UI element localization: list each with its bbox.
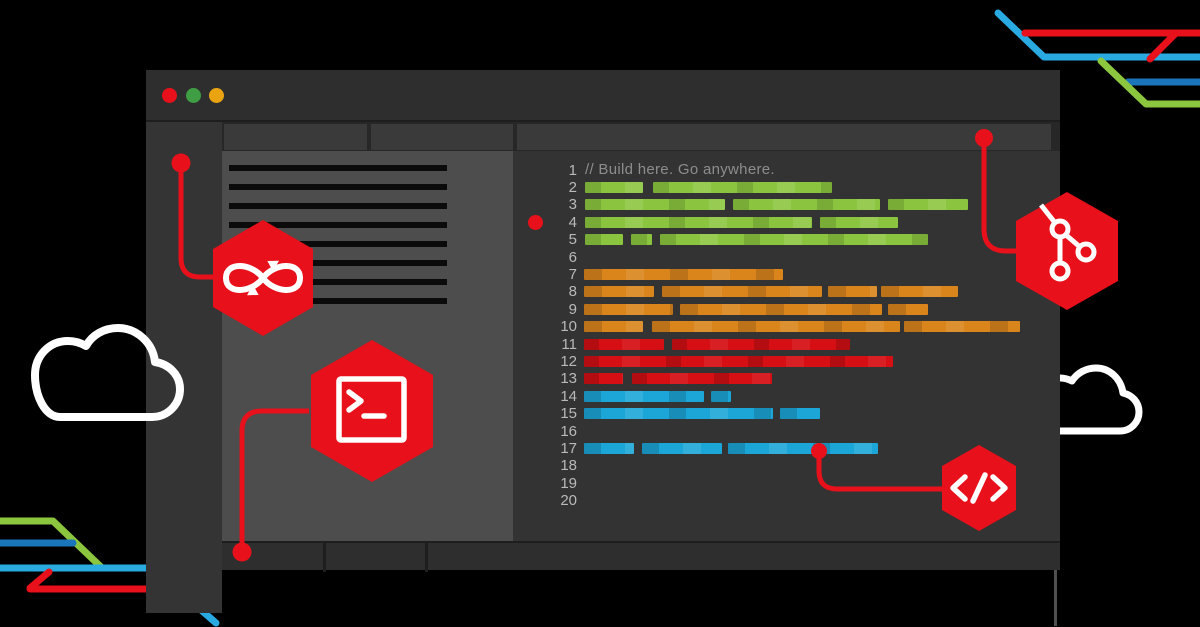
text-placeholder-bar (229, 203, 447, 209)
line-number: 2 (568, 178, 577, 196)
activity-sidebar (146, 122, 222, 613)
code-bar-blue (584, 442, 634, 454)
line-number: 20 (560, 492, 577, 510)
line-number: 6 (568, 248, 577, 266)
title-bar (146, 70, 1060, 122)
code-bar-green (653, 181, 832, 193)
code-bar-blue (584, 408, 773, 420)
code-bar-blue (728, 442, 878, 454)
text-placeholder-bar (229, 222, 447, 228)
line-number: 1 (568, 161, 577, 179)
code-bar-orange (888, 303, 928, 315)
line-number: 14 (560, 387, 577, 405)
code-bar-orange (662, 286, 822, 298)
line-number: 18 (560, 457, 577, 475)
code-bar-green (585, 181, 643, 193)
code-bar-orange (584, 268, 783, 280)
line-number: 16 (560, 422, 577, 440)
line-number: 11 (561, 335, 577, 353)
code-bar-orange (584, 303, 673, 315)
code-bar-orange (680, 303, 882, 315)
code-bar-blue (711, 390, 731, 402)
line-number: 17 (560, 439, 577, 457)
line-number: 10 (560, 318, 577, 336)
line-number: 5 (568, 231, 577, 249)
status-divider (425, 543, 428, 572)
window-edge-line (1054, 570, 1057, 626)
line-number: 9 (568, 300, 577, 318)
text-placeholder-bar (229, 241, 447, 247)
code-bar-orange (881, 286, 958, 298)
line-number: 19 (560, 474, 577, 492)
status-bar (222, 541, 1060, 572)
editor-content[interactable]: 1 2 3 4 5 6 7 8 9 10 11 12 13 14 15 16 17 18 19 20// Build … (513, 151, 1060, 541)
tab-2[interactable] (371, 124, 513, 150)
tab-1[interactable] (224, 124, 367, 150)
code-bar-green (585, 199, 725, 211)
code-bar-red (584, 338, 664, 350)
code-bar-green (888, 199, 968, 211)
code-bar-blue (642, 442, 722, 454)
line-number: 8 (568, 283, 577, 301)
code-bar-green (585, 216, 812, 228)
zoom-window-button[interactable] (209, 88, 224, 103)
code-bar-red (584, 355, 893, 367)
code-bar-red (584, 373, 623, 385)
code-comment: // Build here. Go anywhere. (585, 161, 775, 178)
tab-bar (146, 122, 1060, 151)
code-bar-green (585, 234, 623, 246)
line-number: 13 (560, 370, 577, 388)
code-bar-green (631, 234, 652, 246)
breakpoint-marker[interactable] (527, 214, 543, 230)
text-placeholder-bar (229, 279, 447, 285)
text-placeholder-bar (229, 260, 447, 266)
code-bar-green (733, 199, 880, 211)
tab-3[interactable] (517, 124, 1051, 150)
text-placeholder-bar (229, 184, 447, 190)
line-number: 12 (560, 352, 577, 370)
code-bar-orange (828, 286, 877, 298)
code-bar-green (820, 216, 898, 228)
code-bar-blue (780, 408, 820, 420)
code-bar-green (660, 234, 928, 246)
code-bar-orange (652, 321, 900, 333)
status-divider (323, 543, 326, 572)
line-number: 7 (568, 265, 577, 283)
code-bar-blue (584, 390, 704, 402)
file-explorer-panel (222, 151, 513, 541)
code-bar-orange (904, 321, 1020, 333)
line-number: 3 (568, 196, 577, 214)
text-placeholder-bar (229, 165, 447, 171)
editor-window: 1 2 3 4 5 6 7 8 9 10 11 12 13 14 15 16 17 18 19 20// Build … (146, 70, 1060, 626)
code-bar-orange (584, 286, 654, 298)
minimize-window-button[interactable] (185, 88, 201, 103)
code-bar-red (632, 373, 772, 385)
code-bar-red (672, 338, 850, 350)
close-window-button[interactable] (162, 88, 177, 103)
code-bar-orange (584, 321, 643, 333)
text-placeholder-bar (229, 298, 447, 304)
line-number: 15 (560, 405, 577, 423)
line-number: 4 (568, 213, 577, 231)
